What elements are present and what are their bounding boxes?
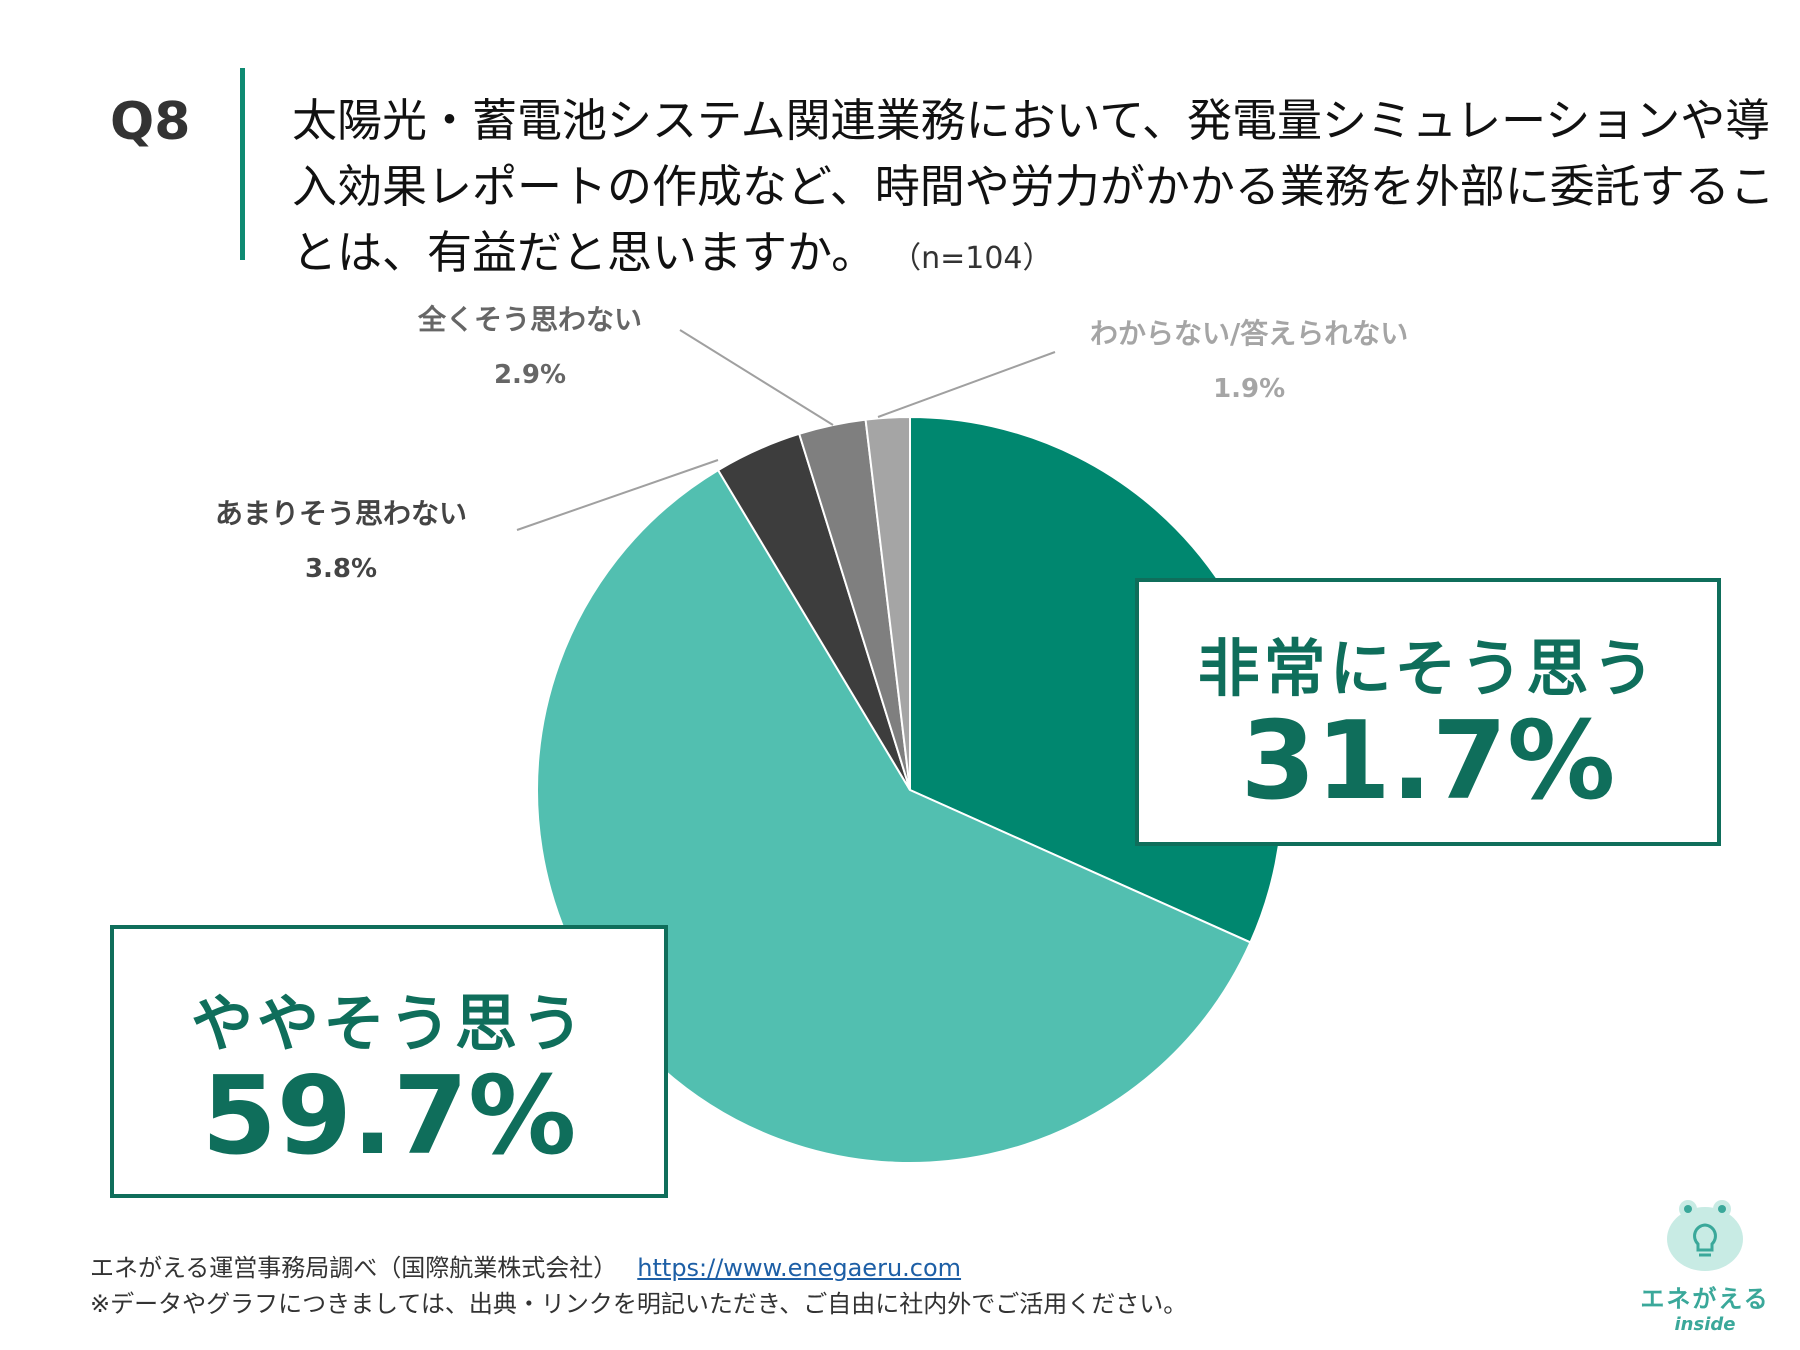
slice-name-1: 非常にそう思う [1197,632,1659,705]
slice-name-4: 全くそう思わない [418,303,643,336]
slice-label-4: 全くそう思わない 2.9% [418,298,642,390]
question-number: Q8 [110,92,191,152]
footer-note: ※データやグラフにつきましては、出典・リンクを明記いただき、ご自由に社内外でご活… [90,1290,1188,1318]
slice-value-1: 31.7% [1240,699,1616,824]
slice-label-1: 非常にそう思う 31.7% [1135,578,1721,846]
slice-label-5: わからない/答えられない 1.9% [1090,312,1408,404]
leader-line-slice-3 [516,459,719,531]
enegaeru-logo: エネがえる inside [1640,1195,1770,1335]
footer-source-line: エネがえる運営事務局調べ（国際航業株式会社） https://www.enegae… [90,1250,1187,1286]
footer: エネがえる運営事務局調べ（国際航業株式会社） https://www.enegae… [90,1250,1187,1322]
slice-value-2: 59.7% [201,1054,577,1179]
question-text: 太陽光・蓄電池システム関連業務において、発電量シミュレーションや導入効果レポート… [292,88,1782,292]
question-divider [240,68,245,260]
pie-slice-5 [864,415,911,791]
slice-value-5: 1.9% [1213,374,1286,404]
lightbulb-frog-icon [1667,1200,1743,1271]
leader-line-slice-4 [679,329,834,426]
slice-name-2: ややそう思う [190,987,587,1060]
slice-name-3: あまりそう思わない [215,497,468,530]
slice-label-3: あまりそう思わない 3.8% [215,492,467,584]
question-body: 太陽光・蓄電池システム関連業務において、発電量シミュレーションや導入効果レポート… [292,94,1775,279]
slice-name-5: わからない/答えられない [1090,317,1409,350]
logo-brand: エネがえる [1640,1285,1770,1313]
leader-lines [516,329,1056,531]
footer-link[interactable]: https://www.enegaeru.com [637,1254,962,1282]
footer-source: エネがえる運営事務局調べ（国際航業株式会社） [90,1254,618,1282]
slice-value-3: 3.8% [304,554,378,584]
slice-label-2: ややそう思う 59.7% [110,925,668,1198]
leader-line-slice-5 [877,351,1056,418]
logo-sub: inside [1674,1314,1736,1335]
slice-value-4: 2.9% [493,360,567,390]
sample-size: （n=104） [906,241,1053,276]
